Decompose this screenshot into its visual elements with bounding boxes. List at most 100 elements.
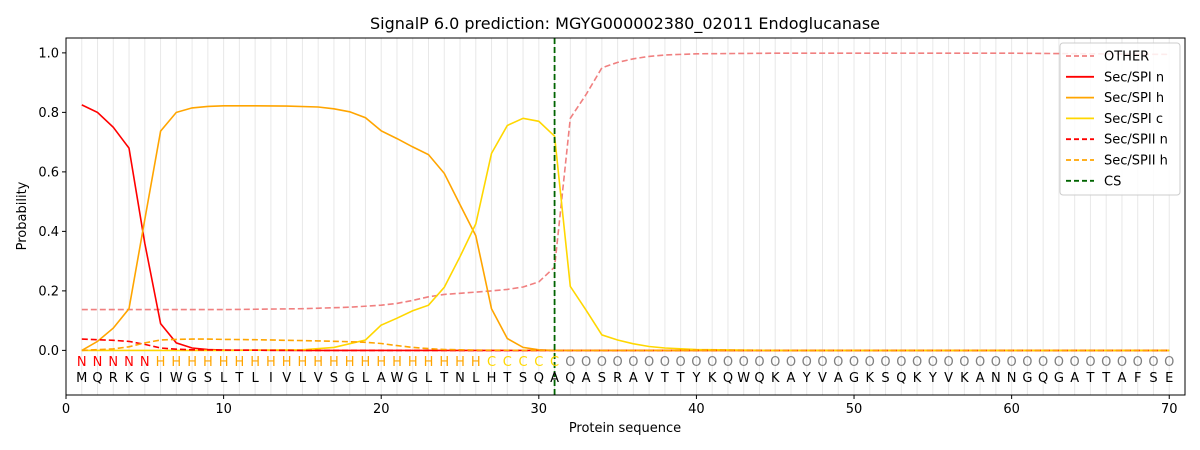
region-label: H [361, 355, 371, 370]
residue-label: G [849, 371, 859, 386]
x-tick-label: 70 [1161, 402, 1178, 417]
region-label: O [802, 355, 812, 370]
residue-label: K [771, 371, 780, 386]
legend-label: Sec/SPII n [1104, 133, 1168, 148]
series-line [81, 338, 1170, 352]
residue-label: K [708, 371, 717, 386]
residue-label: Q [723, 371, 733, 386]
region-label: H [187, 355, 197, 370]
series-line [81, 117, 1170, 352]
region-label: O [1054, 355, 1064, 370]
series-line [81, 52, 1170, 311]
residue-label: R [109, 371, 118, 386]
region-label: O [991, 355, 1001, 370]
grid [81, 38, 1170, 395]
sequence-labels: NMNQNRNKNGHIHWHGHSHLHTHLHIHVHLHVHSHGHLHA… [76, 355, 1174, 386]
region-label: H [392, 355, 402, 370]
region-label: H [266, 355, 276, 370]
residue-label: G [1054, 371, 1064, 386]
region-label: O [975, 355, 985, 370]
legend-label: OTHER [1104, 50, 1149, 65]
residue-label: V [314, 371, 323, 386]
residue-label: T [660, 371, 669, 386]
residue-label: T [234, 371, 243, 386]
residue-label: N [1007, 371, 1017, 386]
residue-label: E [1165, 371, 1173, 386]
region-label: N [140, 355, 150, 370]
region-label: C [534, 355, 543, 370]
residue-label: T [439, 371, 448, 386]
region-label: N [108, 355, 118, 370]
region-label: O [707, 355, 717, 370]
residue-label: T [502, 371, 511, 386]
chart-title: SignalP 6.0 prediction: MGYG000002380_02… [370, 14, 880, 34]
plot-frame [65, 37, 1186, 396]
region-label: H [171, 355, 181, 370]
x-axis-label: Protein sequence [569, 421, 681, 436]
region-label: H [376, 355, 386, 370]
residue-label: T [676, 371, 685, 386]
region-label: O [770, 355, 780, 370]
residue-label: Y [928, 371, 937, 386]
region-label: O [1070, 355, 1080, 370]
region-label: H [345, 355, 355, 370]
region-label: N [93, 355, 103, 370]
residue-label: M [76, 371, 87, 386]
region-label: O [597, 355, 607, 370]
region-label: O [833, 355, 843, 370]
region-label: O [959, 355, 969, 370]
residue-label: S [1149, 371, 1157, 386]
region-label: O [660, 355, 670, 370]
region-label: O [581, 355, 591, 370]
residue-label: T [1101, 371, 1110, 386]
residue-label: N [455, 371, 465, 386]
region-label: H [298, 355, 308, 370]
region-label: O [691, 355, 701, 370]
region-label: O [754, 355, 764, 370]
residue-label: K [913, 371, 922, 386]
region-label: O [1117, 355, 1127, 370]
residue-label: V [944, 371, 953, 386]
residue-label: A [377, 371, 386, 386]
region-label: O [1148, 355, 1158, 370]
legend-box [1059, 42, 1181, 196]
region-label: C [550, 355, 559, 370]
region-label: H [424, 355, 434, 370]
region-label: H [203, 355, 213, 370]
legend-label: Sec/SPII h [1104, 154, 1168, 169]
region-label: O [644, 355, 654, 370]
region-label: H [329, 355, 339, 370]
residue-label: W [391, 371, 404, 386]
region-label: O [565, 355, 575, 370]
region-label: O [739, 355, 749, 370]
y-tick-label: 0.8 [38, 106, 59, 121]
y-axis-label: Probability [15, 181, 30, 250]
residue-label: G [1022, 371, 1032, 386]
region-label: H [234, 355, 244, 370]
region-label: O [1007, 355, 1017, 370]
legend-label: Sec/SPI n [1104, 70, 1164, 85]
region-label: O [1133, 355, 1143, 370]
residue-label: L [252, 371, 260, 386]
residue-label: S [204, 371, 212, 386]
residue-label: L [299, 371, 307, 386]
x-tick-label: 60 [1003, 402, 1020, 417]
residue-label: G [140, 371, 150, 386]
legend-label: CS [1104, 174, 1121, 189]
region-label: O [1101, 355, 1111, 370]
region-label: H [156, 355, 166, 370]
y-tick-label: 1.0 [38, 46, 59, 61]
residue-label: V [818, 371, 827, 386]
region-label: H [282, 355, 292, 370]
region-label: O [865, 355, 875, 370]
residue-label: S [519, 371, 527, 386]
residue-label: N [991, 371, 1001, 386]
residue-label: W [170, 371, 183, 386]
residue-label: S [598, 371, 606, 386]
legend-label: Sec/SPI c [1104, 112, 1163, 127]
residue-label: W [737, 371, 750, 386]
region-label: O [723, 355, 733, 370]
x-tick-label: 0 [62, 402, 70, 417]
residue-label: A [629, 371, 638, 386]
